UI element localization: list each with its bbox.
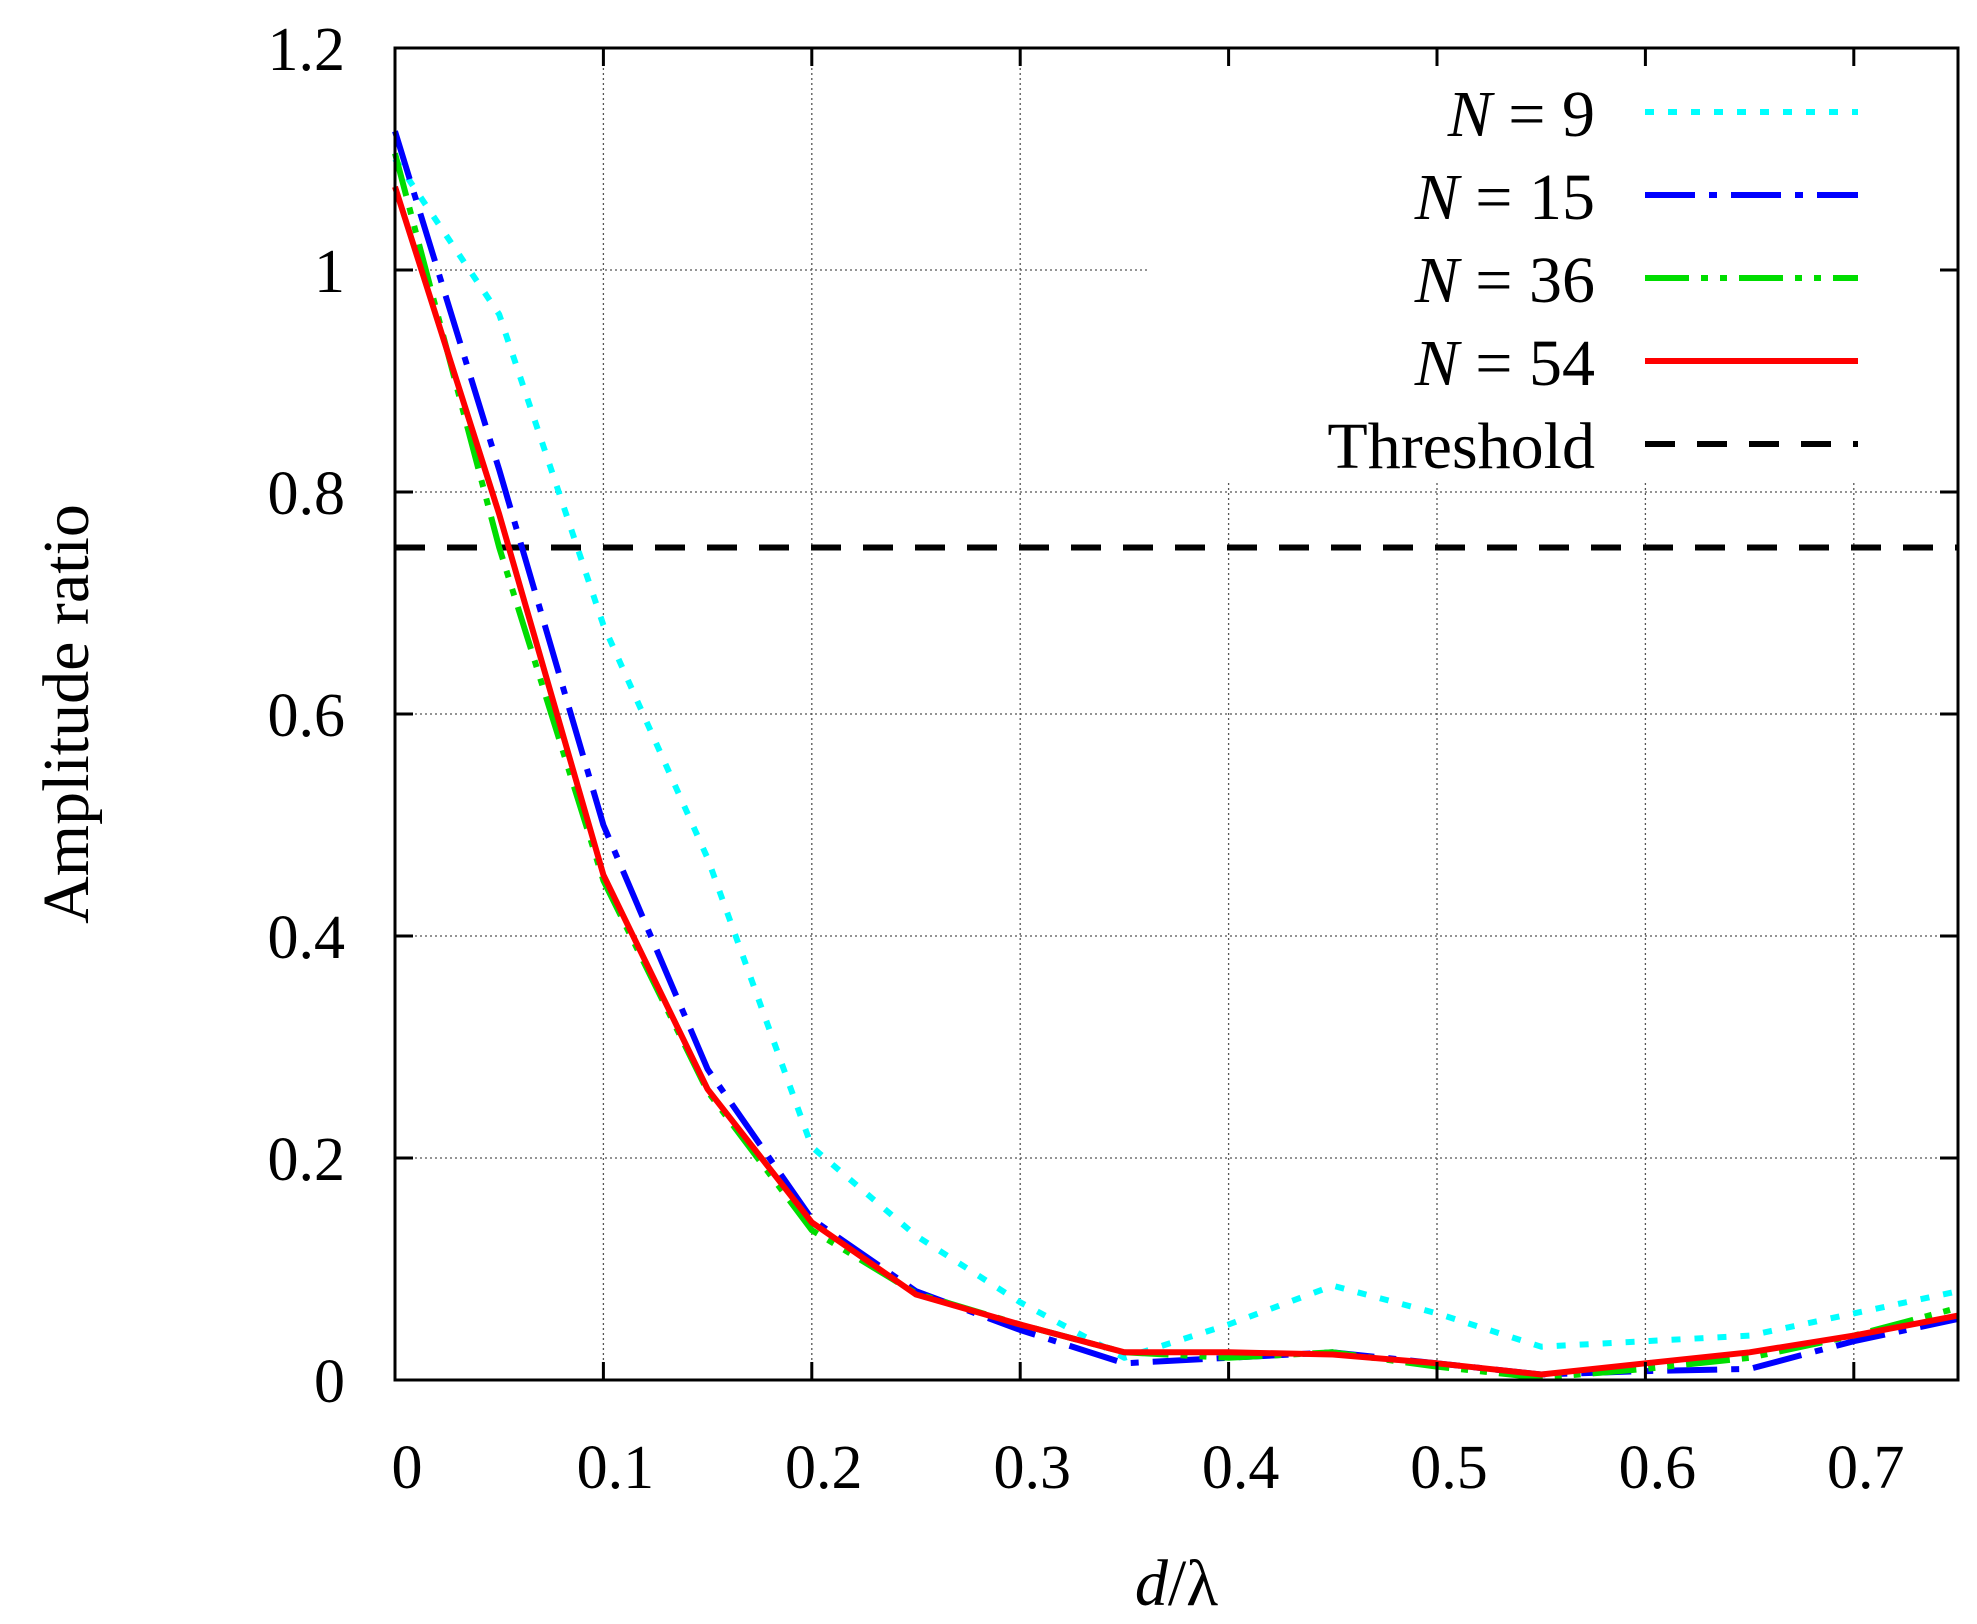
legend-label-36: N = 36 (1414, 244, 1595, 317)
x-tick-label: 0.7 (1827, 1434, 1905, 1502)
legend-label-9: N = 9 (1447, 78, 1595, 151)
x-tick-label: 0 (392, 1434, 423, 1502)
x-tick-label: 0.1 (577, 1434, 655, 1502)
x-tick-label: 0.5 (1410, 1434, 1488, 1502)
legend: N = 9 N = 15 N = 36 N = 54 Threshold (1327, 78, 1858, 483)
y-tick-label: 0.2 (268, 1126, 346, 1194)
tick-labels: 0 0.1 0.2 0.3 0.4 0.5 0.6 0.7 0 0.2 0.4 0.6 0.8 1 1.2 (268, 16, 1905, 1502)
series-line-n54 (392, 185, 1959, 1378)
series-line-n9 (392, 157, 1959, 1361)
series-line-n15 (392, 130, 1959, 1378)
legend-label-threshold: Threshold (1327, 410, 1595, 483)
x-tick-label: 0.6 (1619, 1434, 1697, 1502)
x-tick-label: 0.2 (785, 1434, 863, 1502)
x-tick-label: 0.3 (993, 1434, 1071, 1502)
y-axis-title: Amplitude ratio (30, 504, 103, 924)
y-tick-label: 0.6 (268, 682, 346, 750)
series-layer (392, 130, 1959, 1381)
x-tick-label: 0.4 (1202, 1434, 1280, 1502)
y-tick-label: 0 (314, 1348, 345, 1416)
y-tick-label: 1.2 (268, 16, 346, 84)
y-tick-label: 0.8 (268, 460, 346, 528)
y-tick-label: 1 (314, 238, 345, 306)
x-axis-title: d/λ (1135, 1547, 1218, 1620)
axis-ticks (393, 46, 1958, 1382)
legend-background (1150, 56, 1950, 480)
legend-label-15: N = 15 (1414, 161, 1595, 234)
y-tick-label: 0.4 (268, 904, 346, 972)
legend-label-54: N = 54 (1414, 327, 1595, 400)
